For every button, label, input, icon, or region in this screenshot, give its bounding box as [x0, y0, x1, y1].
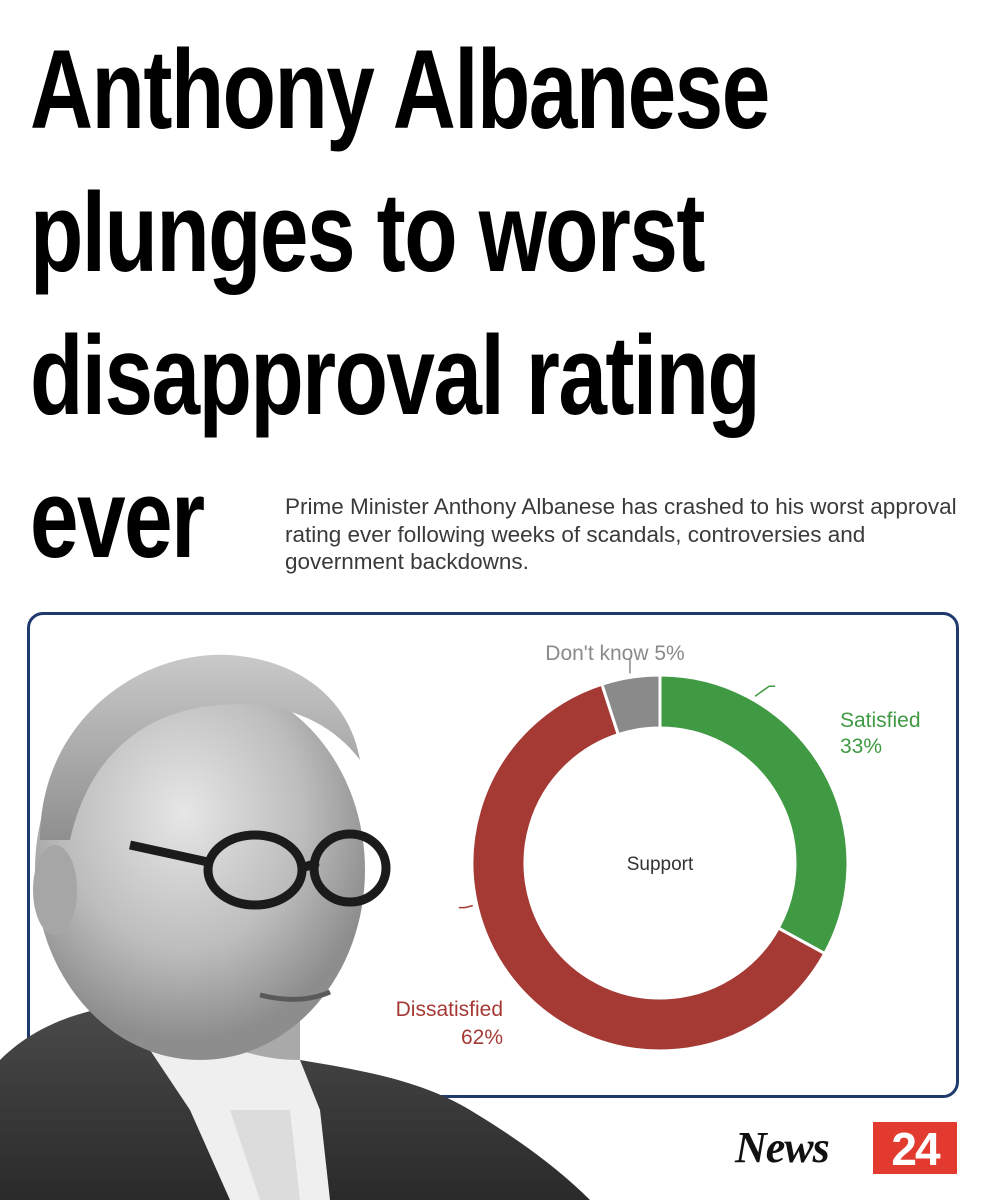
headline-line-1: Anthony Albanese [30, 27, 770, 152]
headline-line-2: plunges to worst [30, 170, 705, 295]
label-dissatisfied-value: 62% [461, 1026, 503, 1049]
donut-chart: Support Satisfied 33% Dissatisfied 62% Don't … [396, 642, 921, 1053]
leader-line-satisfied [754, 685, 776, 697]
logo-wordmark: News [735, 1123, 830, 1172]
donut-center-label: Support [627, 854, 694, 875]
hair-shape [40, 654, 360, 840]
donut-slice-satisfied [658, 673, 850, 956]
donut-slice-don-t-know [600, 673, 662, 737]
headline-line-4: ever [30, 456, 205, 581]
standfirst-text: Prime Minister Anthony Albanese has cras… [285, 494, 957, 574]
logo-red-box: 24 [873, 1122, 957, 1175]
headline-line-3: disapproval rating [30, 313, 761, 438]
label-satisfied-value: 33% [840, 735, 882, 758]
logo-number: 24 [891, 1123, 940, 1175]
label-dont-know: Don't know 5% [545, 642, 684, 665]
donut-slice-dissatisfied [470, 682, 827, 1053]
news24-logo: News 24 [735, 1122, 960, 1182]
leader-line-dissatisfied [458, 904, 473, 909]
portrait-photo [0, 654, 590, 1200]
headline: Anthony Albanese plunges to worst disapp… [30, 18, 770, 590]
glasses-shape [129, 829, 391, 910]
label-satisfied-name: Satisfied [840, 709, 921, 732]
label-dissatisfied-name: Dissatisfied [396, 998, 503, 1021]
